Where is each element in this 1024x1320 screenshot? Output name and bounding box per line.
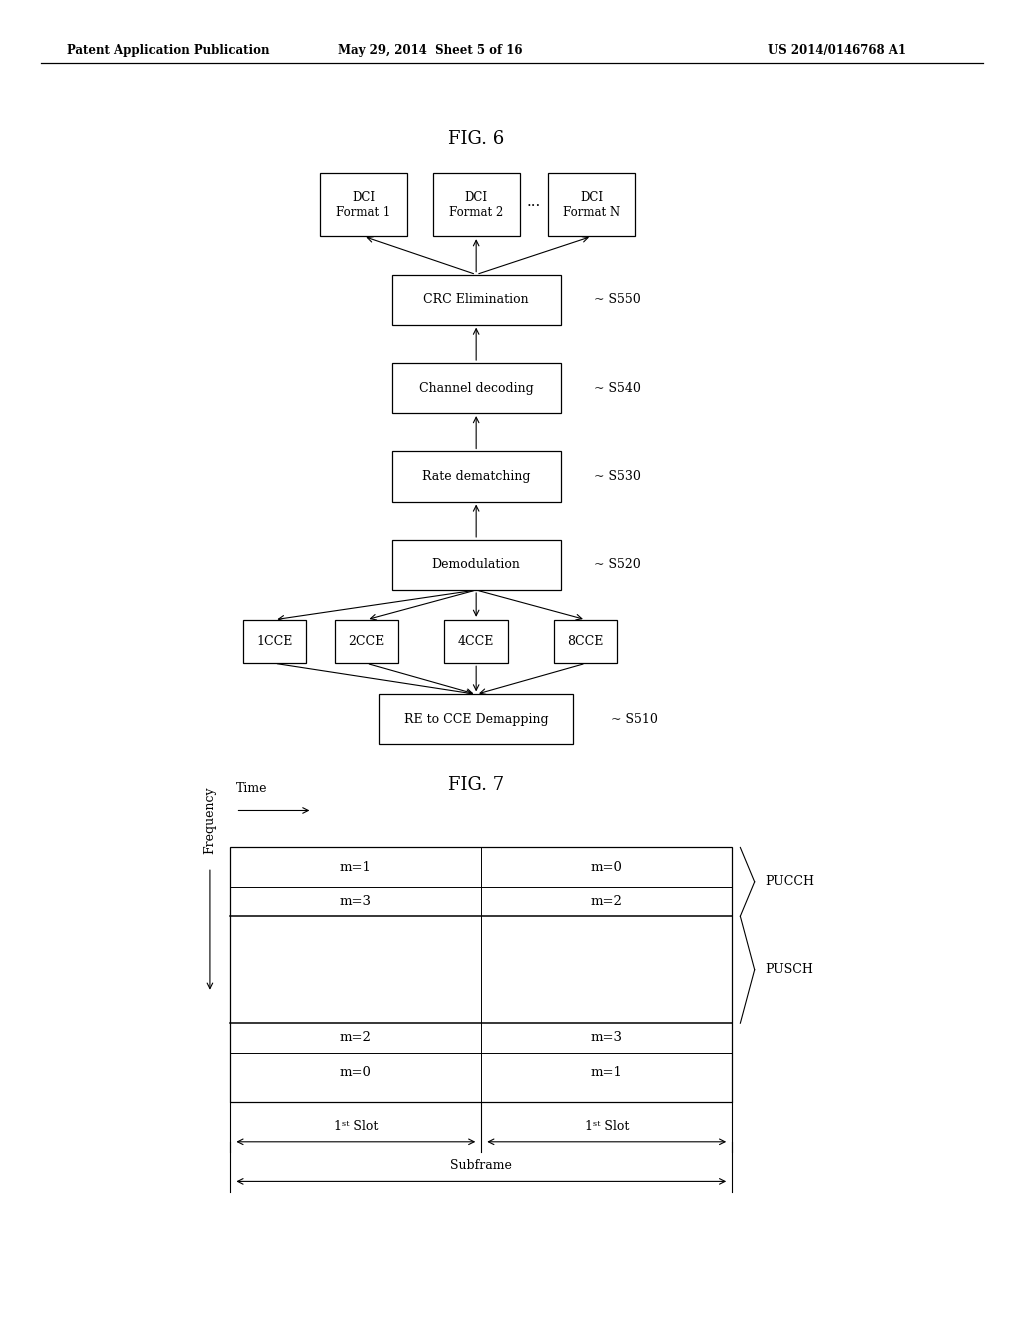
Text: ~ S520: ~ S520: [594, 558, 641, 572]
FancyBboxPatch shape: [433, 173, 520, 236]
Text: PUSCH: PUSCH: [765, 964, 813, 977]
FancyBboxPatch shape: [243, 620, 306, 663]
Text: 1ˢᵗ Slot: 1ˢᵗ Slot: [334, 1119, 378, 1133]
Text: 4CCE: 4CCE: [458, 635, 495, 648]
Text: DCI
Format 1: DCI Format 1: [337, 190, 390, 219]
Text: m=0: m=0: [340, 1065, 372, 1078]
Text: Rate dematching: Rate dematching: [422, 470, 530, 483]
Text: m=3: m=3: [591, 1031, 623, 1044]
Text: ~ S550: ~ S550: [594, 293, 641, 306]
Text: 8CCE: 8CCE: [567, 635, 604, 648]
Text: m=3: m=3: [340, 895, 372, 908]
Text: ~ S510: ~ S510: [611, 713, 658, 726]
Text: Subframe: Subframe: [451, 1159, 512, 1172]
Text: Channel decoding: Channel decoding: [419, 381, 534, 395]
Text: RE to CCE Demapping: RE to CCE Demapping: [403, 713, 549, 726]
Text: 2CCE: 2CCE: [348, 635, 385, 648]
FancyBboxPatch shape: [379, 694, 573, 744]
Text: ...: ...: [526, 195, 541, 209]
FancyBboxPatch shape: [391, 363, 561, 413]
FancyBboxPatch shape: [319, 173, 408, 236]
Text: CRC Elimination: CRC Elimination: [423, 293, 529, 306]
Text: m=2: m=2: [340, 1031, 372, 1044]
Text: ~ S530: ~ S530: [594, 470, 641, 483]
Text: m=1: m=1: [340, 861, 372, 874]
FancyBboxPatch shape: [444, 620, 508, 663]
Text: DCI
Format 2: DCI Format 2: [450, 190, 503, 219]
Text: 1ˢᵗ Slot: 1ˢᵗ Slot: [585, 1119, 629, 1133]
Text: DCI
Format N: DCI Format N: [563, 190, 621, 219]
Text: US 2014/0146768 A1: US 2014/0146768 A1: [768, 44, 906, 57]
Text: Time: Time: [236, 781, 267, 795]
Text: Frequency: Frequency: [204, 787, 216, 854]
Text: PUCCH: PUCCH: [765, 875, 814, 888]
Text: FIG. 7: FIG. 7: [449, 776, 504, 795]
Text: 1CCE: 1CCE: [256, 635, 293, 648]
Text: May 29, 2014  Sheet 5 of 16: May 29, 2014 Sheet 5 of 16: [338, 44, 522, 57]
Text: Patent Application Publication: Patent Application Publication: [67, 44, 269, 57]
Text: Demodulation: Demodulation: [432, 558, 520, 572]
Text: m=2: m=2: [591, 895, 623, 908]
Text: FIG. 6: FIG. 6: [449, 129, 504, 148]
FancyBboxPatch shape: [549, 173, 635, 236]
FancyBboxPatch shape: [391, 451, 561, 502]
Text: ~ S540: ~ S540: [594, 381, 641, 395]
FancyBboxPatch shape: [391, 540, 561, 590]
Text: m=1: m=1: [591, 1065, 623, 1078]
FancyBboxPatch shape: [554, 620, 617, 663]
Text: m=0: m=0: [591, 861, 623, 874]
FancyBboxPatch shape: [335, 620, 398, 663]
Bar: [230, 847, 732, 1102]
FancyBboxPatch shape: [391, 275, 561, 325]
